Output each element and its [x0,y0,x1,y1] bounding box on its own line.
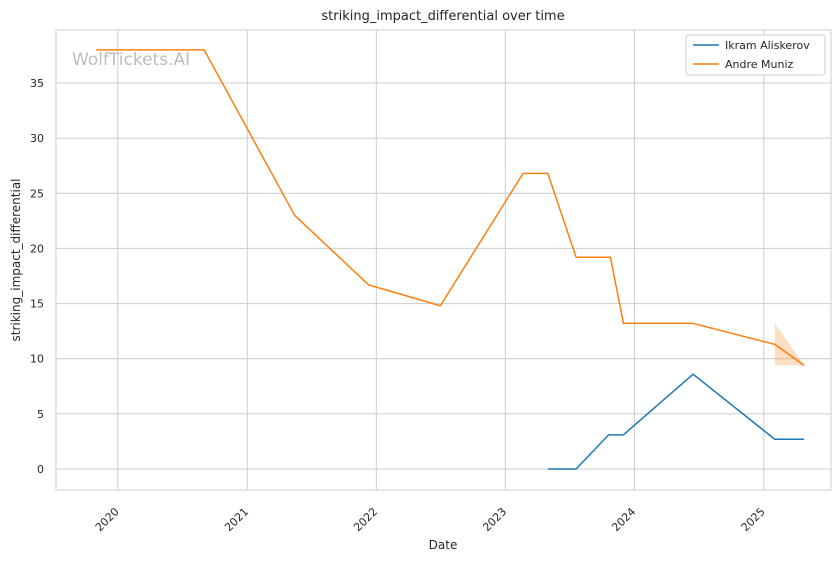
y-tick-label: 10 [30,353,44,366]
y-tick-label: 0 [37,463,44,476]
band-andre-muniz [774,323,805,366]
series-line-ikram-aliskerov [547,373,805,470]
plot-frame [55,29,832,491]
y-tick-label: 15 [30,298,44,311]
x-tick-label: 2020 [93,505,122,534]
y-axis-label: striking_impact_differential [9,178,23,341]
x-tick-label: 2024 [609,505,638,534]
x-axis-label: Date [429,538,458,552]
series-line-andre-muniz [96,49,805,366]
y-tick-label: 25 [30,187,44,200]
y-tick-label: 30 [30,132,44,145]
y-tick-label: 5 [37,408,44,421]
x-tick-label: 2022 [351,505,380,534]
legend: Ikram Aliskerov Andre Muniz [685,34,826,76]
legend-label-ikram-aliskerov: Ikram Aliskerov [725,39,810,52]
x-tick-label: 2023 [480,505,509,534]
y-tick-label: 20 [30,242,44,255]
series-lines [96,49,805,470]
y-axis-ticks: 0 5 10 15 20 25 30 35 [30,77,44,476]
y-tick-label: 35 [30,77,44,90]
legend-label-andre-muniz: Andre Muniz [725,58,794,71]
x-axis-ticks: 2020 2021 2022 2023 2024 2025 [93,505,768,534]
confidence-bands [774,323,805,366]
x-tick-label: 2021 [222,505,251,534]
chart-title: striking_impact_differential over time [321,9,564,24]
grid [56,30,831,490]
watermark: WolfTickets.AI [72,50,190,70]
x-tick-label: 2025 [739,505,768,534]
legend-box [685,34,826,76]
